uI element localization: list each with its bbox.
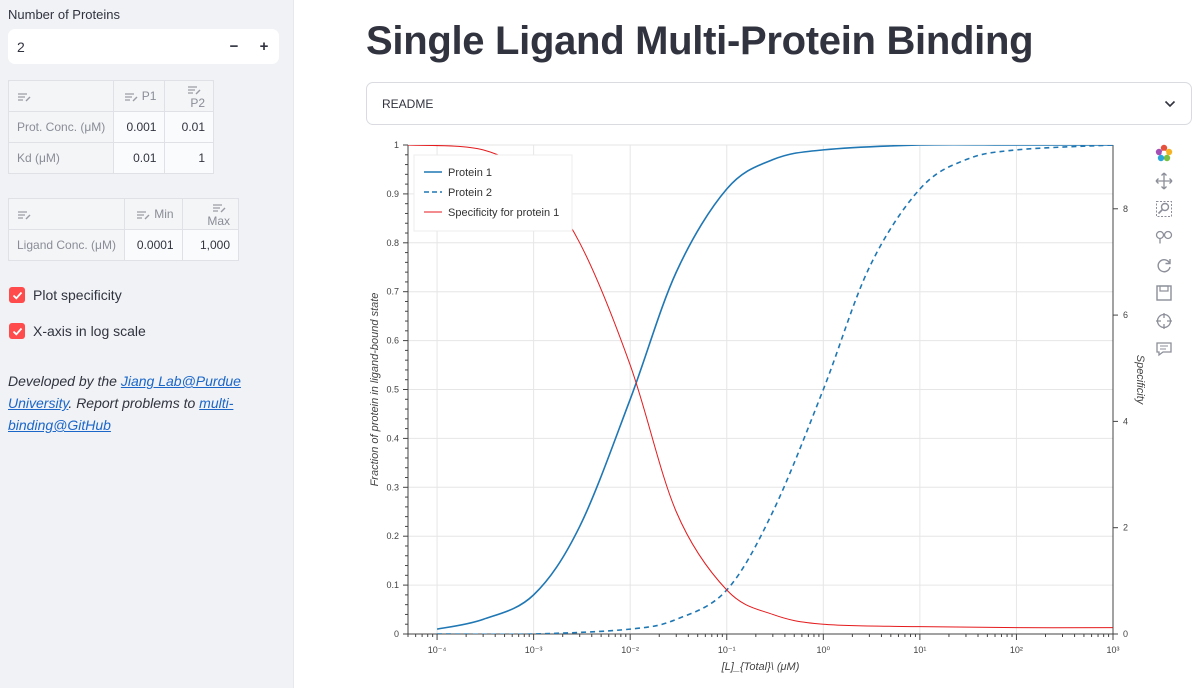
x-tick-label: 10⁰ (817, 645, 831, 655)
table-row: Kd (μM) 0.01 1 (7, 142, 214, 174)
column-header-label: Min (154, 207, 174, 221)
ligand-table: Min Max Ligand Conc. (μM) 0.0001 1,000 (8, 198, 240, 261)
edit-column-icon (188, 86, 201, 95)
x-tick-label: 10⁻⁴ (428, 645, 447, 655)
readme-label: README (382, 96, 434, 111)
plot-toolbar (1152, 140, 1182, 366)
increment-button[interactable]: + (259, 38, 269, 55)
edit-column-icon (137, 211, 150, 220)
y-tick-label: 0.3 (386, 482, 399, 492)
y-axis-label: Fraction of protein in ligand-bound stat… (369, 293, 381, 487)
num-proteins-input[interactable]: 2 − + (8, 29, 279, 64)
legend-label: Protein 2 (448, 187, 492, 199)
checkbox-checked-icon[interactable] (9, 287, 25, 303)
wheel-zoom-icon[interactable] (1152, 226, 1176, 248)
chevron-down-icon (1164, 100, 1176, 107)
y-tick-label: 0 (394, 629, 399, 639)
table-row: Prot. Conc. (μM) 0.001 0.01 (7, 111, 214, 143)
column-header-label: P2 (190, 96, 205, 110)
credit-middle: . Report problems to (68, 395, 200, 411)
row-label: Kd (μM) (7, 142, 115, 174)
table-row: Ligand Conc. (μM) 0.0001 1,000 (8, 229, 240, 261)
y-tick-label: 0.5 (386, 385, 399, 395)
crosshair-icon[interactable] (1152, 310, 1176, 332)
y2-axis-label: Specificity (1134, 355, 1146, 406)
table-cell[interactable]: 1,000 (181, 229, 240, 261)
edit-column-icon (18, 211, 31, 220)
y-tick-label: 0.1 (386, 580, 399, 590)
row-label: Prot. Conc. (μM) (7, 111, 115, 143)
table-cell[interactable]: 0.01 (164, 111, 214, 143)
chart-legend: Protein 1 Protein 2 Specificity for protei… (413, 154, 573, 232)
y-tick-label: 0.2 (386, 531, 399, 541)
protein-table: P1 P2 Prot. Conc. (μM) 0.001 0.01 Kd (μM… (7, 80, 214, 174)
log-scale-checkbox[interactable]: X-axis in log scale (9, 323, 146, 339)
column-header-max[interactable]: Max (181, 198, 240, 230)
readme-expander[interactable]: README (366, 82, 1192, 125)
edit-column-icon (213, 204, 226, 213)
legend-label: Protein 1 (448, 167, 492, 179)
y2-tick-label: 4 (1123, 416, 1128, 426)
column-header-label: Max (207, 214, 230, 228)
y-tick-label: 1 (394, 140, 399, 150)
column-header-label: P1 (141, 89, 157, 103)
x-tick-label: 10¹ (913, 645, 926, 655)
table-cell[interactable]: 0.01 (113, 142, 166, 174)
num-proteins-label: Number of Proteins (8, 7, 120, 22)
save-icon[interactable] (1152, 282, 1176, 304)
edit-column-icon (124, 93, 138, 102)
plot-specificity-checkbox[interactable]: Plot specificity (9, 287, 122, 303)
x-tick-label: 10³ (1106, 645, 1119, 655)
x-axis-label: [L]_{Total}\ (μM) (721, 661, 800, 673)
github-link[interactable]: multi-binding@GitHub (8, 395, 234, 433)
page-title: Single Ligand Multi-Protein Binding (366, 19, 1034, 63)
bokeh-logo-icon[interactable] (1152, 142, 1176, 164)
hover-icon[interactable] (1152, 338, 1176, 360)
binding-chart[interactable]: 0 0.1 0.2 0.3 0.4 0.5 0.6 0.7 0.8 0.9 1 0 2 4 6 8 10⁻⁴ 10… (368, 135, 1148, 675)
protein-1-line (436, 145, 1113, 630)
checkbox-label: X-axis in log scale (33, 323, 146, 339)
column-header-p1[interactable]: P1 (113, 80, 166, 112)
y-tick-label: 0.6 (386, 336, 399, 346)
column-header-min[interactable]: Min (123, 198, 183, 230)
row-header-column[interactable] (7, 80, 115, 112)
row-label: Ligand Conc. (μM) (8, 229, 125, 261)
y2-tick-label: 0 (1123, 629, 1128, 639)
y2-tick-label: 2 (1123, 523, 1128, 533)
box-zoom-icon[interactable] (1152, 198, 1176, 220)
x-tick-label: 10² (1010, 645, 1023, 655)
protein-table-header: P1 P2 (7, 80, 214, 112)
checkbox-label: Plot specificity (33, 287, 122, 303)
y-tick-label: 0.7 (386, 287, 399, 297)
y-tick-label: 0.9 (386, 189, 399, 199)
y-tick-label: 0.8 (386, 238, 399, 248)
table-cell[interactable]: 0.001 (113, 111, 166, 143)
y2-tick-label: 6 (1123, 310, 1128, 320)
pan-icon[interactable] (1152, 170, 1176, 192)
edit-column-icon (18, 93, 31, 102)
column-header-p2[interactable]: P2 (164, 80, 214, 112)
credit-text: Developed by the Jiang Lab@Purdue Univer… (8, 370, 248, 436)
protein-2-line (437, 145, 1113, 634)
decrement-button[interactable]: − (229, 38, 239, 55)
x-tick-label: 10⁻² (621, 645, 639, 655)
legend-label: Specificity for protein 1 (448, 207, 559, 219)
table-cell[interactable]: 0.0001 (123, 229, 183, 261)
table-cell[interactable]: 1 (164, 142, 214, 174)
sidebar: Number of Proteins 2 − + P1 P2 Prot. Con… (0, 0, 294, 688)
jiang-lab-link[interactable]: Jiang Lab@Purdue University (8, 373, 241, 411)
main-content: Single Ligand Multi-Protein Binding READ… (294, 0, 1200, 688)
x-tick-label: 10⁻³ (525, 645, 543, 655)
ligand-table-header: Min Max (8, 198, 240, 230)
credit-prefix: Developed by the (8, 373, 121, 389)
y2-tick-label: 8 (1123, 204, 1128, 214)
checkbox-checked-icon[interactable] (9, 323, 25, 339)
x-tick-label: 10⁻¹ (718, 645, 736, 655)
row-header-column[interactable] (8, 198, 125, 230)
reset-icon[interactable] (1152, 254, 1176, 276)
y-tick-label: 0.4 (386, 433, 399, 443)
num-proteins-value[interactable]: 2 (17, 38, 25, 55)
legend-box (413, 154, 573, 232)
